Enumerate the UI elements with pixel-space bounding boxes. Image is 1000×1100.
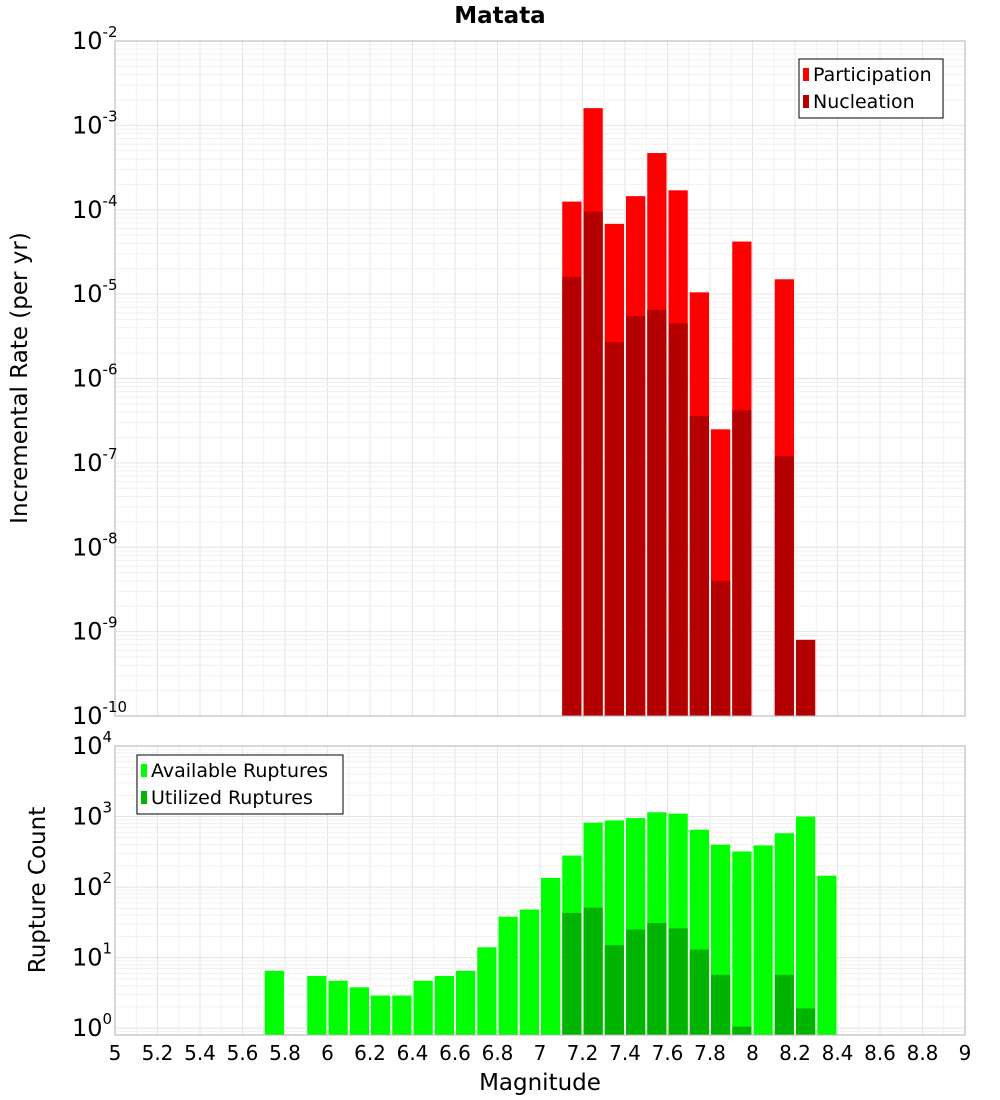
bottom-bar-series1 xyxy=(434,975,454,1035)
top-bar-series2 xyxy=(583,211,603,716)
bottom-bar-series2 xyxy=(604,945,624,1035)
x-tick-label: 8 xyxy=(746,1041,759,1065)
x-tick-label: 8.2 xyxy=(779,1041,811,1065)
bottom-bar-series2 xyxy=(732,1026,752,1035)
top-y-tick-label: 10-9 xyxy=(72,614,118,646)
bottom-y-tick-label: 103 xyxy=(72,799,112,831)
legend-swatch xyxy=(803,68,809,81)
bottom-bar-series1 xyxy=(498,916,518,1035)
top-bar-series2 xyxy=(689,415,709,716)
top-y-tick-label: 10-3 xyxy=(72,107,118,139)
bottom-bar-series2 xyxy=(626,929,646,1035)
legend-label: Utilized Ruptures xyxy=(151,787,313,809)
top-y-tick-label: 10-10 xyxy=(72,698,127,730)
top-bar-series2 xyxy=(774,456,794,716)
top-bar-series2 xyxy=(647,309,667,716)
x-tick-label: 7.8 xyxy=(694,1041,726,1065)
bottom-bar-series2 xyxy=(647,922,667,1035)
bottom-y-tick-label: 101 xyxy=(72,940,112,972)
top-y-tick-label: 10-6 xyxy=(72,361,118,393)
top-bar-series2 xyxy=(711,580,731,716)
x-tick-label: 7 xyxy=(534,1041,547,1065)
chart-title: Matata xyxy=(454,3,545,29)
x-tick-label: 6.6 xyxy=(439,1041,471,1065)
legend-label: Nucleation xyxy=(813,91,915,113)
x-axis-label: Magnitude xyxy=(479,1070,601,1096)
top-y-tick-label: 10-4 xyxy=(72,192,118,224)
bottom-bar-series1 xyxy=(264,970,284,1035)
bottom-y-tick-label: 104 xyxy=(72,728,112,760)
bottom-bar-series2 xyxy=(562,912,582,1035)
top-bar-series2 xyxy=(732,410,752,716)
bottom-bar-series1 xyxy=(796,816,816,1035)
x-tick-label: 7.2 xyxy=(567,1041,599,1065)
x-tick-label: 8.6 xyxy=(864,1041,896,1065)
x-tick-label: 5.4 xyxy=(184,1041,216,1065)
x-tick-label: 7.4 xyxy=(609,1041,641,1065)
bottom-bar-series2 xyxy=(796,1008,816,1035)
bottom-bar-series1 xyxy=(732,851,752,1035)
bottom-bar-series1 xyxy=(307,975,327,1035)
bottom-bar-series1 xyxy=(371,995,391,1035)
top-y-tick-label: 10-8 xyxy=(72,529,118,561)
x-tick-label: 5.8 xyxy=(269,1041,301,1065)
bottom-bar-series1 xyxy=(817,875,837,1035)
bottom-bar-series1 xyxy=(753,845,773,1035)
bottom-y-axis-label: Rupture Count xyxy=(25,807,51,973)
x-tick-label: 6.2 xyxy=(354,1041,386,1065)
top-y-tick-label: 10-7 xyxy=(72,445,118,477)
bottom-bar-series2 xyxy=(711,974,731,1035)
legend-swatch xyxy=(141,791,147,804)
bottom-bar-series1 xyxy=(477,947,497,1035)
top-bar-series2 xyxy=(668,323,688,716)
bottom-plot-frame xyxy=(114,745,966,1036)
bottom-y-tick-label: 102 xyxy=(72,869,112,901)
bottom-bar-series1 xyxy=(349,987,369,1035)
top-y-tick-label: 10-5 xyxy=(72,276,118,308)
top-bar-series2 xyxy=(626,316,646,716)
bottom-y-tick-label: 100 xyxy=(72,1010,112,1042)
legend-box-1 xyxy=(136,754,344,815)
x-tick-label: 6.4 xyxy=(397,1041,429,1065)
legend-box-0 xyxy=(798,58,944,119)
x-tick-label: 9 xyxy=(959,1041,972,1065)
x-tick-label: 5 xyxy=(109,1041,122,1065)
top-y-tick-label: 10-2 xyxy=(72,23,118,55)
bottom-bar-series1 xyxy=(456,970,476,1035)
top-bar-series2 xyxy=(562,276,582,716)
bottom-bar-series1 xyxy=(328,980,348,1035)
top-bar-series2 xyxy=(604,342,624,716)
bottom-bar-series1 xyxy=(519,909,539,1035)
x-tick-label: 6.8 xyxy=(482,1041,514,1065)
x-tick-label: 8.8 xyxy=(907,1041,939,1065)
legend-label: Available Ruptures xyxy=(151,760,328,782)
bottom-bar-series2 xyxy=(689,949,709,1035)
bottom-bar-series2 xyxy=(774,974,794,1035)
x-tick-label: 8.4 xyxy=(822,1041,854,1065)
x-tick-label: 7.6 xyxy=(652,1041,684,1065)
top-plot-frame xyxy=(114,40,966,717)
top-bar-series2 xyxy=(796,639,816,716)
x-tick-label: 6 xyxy=(321,1041,334,1065)
legend-swatch xyxy=(141,764,147,777)
x-tick-label: 5.6 xyxy=(227,1041,259,1065)
top-y-axis-label: Incremental Rate (per yr) xyxy=(7,232,33,524)
legend-swatch xyxy=(803,95,809,108)
bottom-bar-series1 xyxy=(392,995,412,1035)
bottom-bar-series2 xyxy=(583,907,603,1035)
x-tick-label: 5.2 xyxy=(142,1041,174,1065)
bottom-bar-series2 xyxy=(668,928,688,1035)
bottom-bar-series1 xyxy=(541,877,561,1035)
bottom-bar-series1 xyxy=(413,980,433,1035)
legend-label: Participation xyxy=(813,64,932,86)
